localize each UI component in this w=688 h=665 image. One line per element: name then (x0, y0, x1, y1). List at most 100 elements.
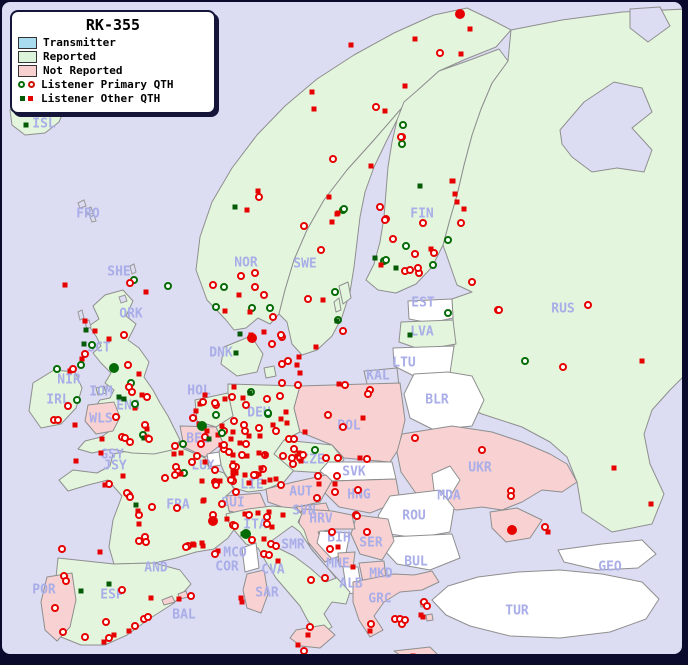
green-square-marker (334, 318, 340, 324)
red-square-marker (255, 510, 261, 516)
red-square-marker (176, 596, 182, 602)
red-square-marker (320, 297, 326, 303)
red-open-circle-marker (381, 216, 389, 224)
red-open-circle-marker (354, 486, 362, 494)
red-square-marker (224, 516, 230, 522)
red-square-marker (230, 473, 236, 479)
red-open-circle-marker (314, 472, 322, 480)
green-square-marker (247, 390, 253, 396)
green-open-circle-marker (402, 242, 410, 250)
green-open-circle-marker (73, 396, 81, 404)
red-open-circle-marker (321, 574, 329, 582)
legend-box: RK-355 Transmitter Reported Not Reported… (10, 10, 216, 114)
red-square-marker (284, 420, 290, 426)
red-square-marker (313, 344, 319, 350)
red-square-marker (402, 83, 408, 89)
red-open-circle-marker (126, 279, 134, 287)
red-open-circle-marker (128, 388, 136, 396)
region-central-italy (269, 525, 337, 583)
green-open-circle-marker (398, 140, 406, 148)
red-square-marker (228, 436, 234, 442)
red-open-circle-marker (188, 458, 196, 466)
red-square-marker (461, 206, 467, 212)
red-open-circle-marker (331, 488, 339, 496)
island-gotland (338, 281, 352, 305)
red-square-marker (648, 501, 654, 507)
red-open-circle-marker (126, 438, 134, 446)
red-open-circle-marker (229, 462, 237, 470)
red-square-marker (219, 423, 225, 429)
red-filled-circle-marker (455, 9, 465, 19)
red-square-marker (73, 458, 79, 464)
red-square-marker (246, 433, 252, 439)
red-open-circle-marker (225, 448, 233, 456)
red-open-circle-marker (334, 454, 342, 462)
red-open-circle-marker (376, 203, 384, 211)
red-open-circle-marker (81, 633, 89, 641)
green-square-marker (206, 436, 212, 442)
red-open-circle-marker (495, 306, 503, 314)
red-square-marker (92, 328, 98, 334)
red-square-marker (329, 219, 335, 225)
red-square-marker (278, 416, 284, 422)
red-open-circle-marker (255, 193, 263, 201)
legend-row-transmitter: Transmitter (18, 36, 208, 49)
red-open-circle-marker (173, 504, 181, 512)
green-square-marker (83, 327, 89, 333)
red-open-circle-marker (69, 365, 77, 373)
red-square-marker (248, 332, 254, 338)
country-swe (278, 88, 420, 356)
red-open-circle-marker (220, 441, 228, 449)
red-open-circle-marker (559, 363, 567, 371)
red-open-circle-marker (118, 586, 126, 594)
red-open-circle-marker (317, 246, 325, 254)
red-square-marker (357, 455, 363, 461)
red-square-marker (454, 199, 460, 205)
green-open-circle-marker (88, 341, 96, 349)
country-dnk (220, 335, 264, 377)
red-square-marker (298, 458, 304, 464)
red-square-marker (309, 89, 315, 95)
green-square-marker (133, 502, 139, 508)
red-square-marker (190, 541, 196, 547)
red-square-marker (200, 543, 206, 549)
red-square-marker (126, 628, 132, 634)
red-square-marker (348, 42, 354, 48)
red-square-marker (111, 632, 117, 638)
red-square-marker (98, 450, 104, 456)
red-open-circle-marker (401, 616, 409, 624)
red-square-marker (296, 354, 302, 360)
red-open-circle-marker (171, 471, 179, 479)
red-open-circle-marker (142, 538, 150, 546)
red-open-circle-marker (397, 133, 405, 141)
red-open-circle-marker (333, 472, 341, 480)
red-open-circle-marker (414, 264, 422, 272)
reported-swatch (18, 50, 37, 63)
region-crimea (489, 507, 543, 543)
red-open-circle-marker (324, 411, 332, 419)
red-square-marker (244, 207, 250, 213)
red-square-marker (233, 470, 239, 476)
red-open-circle-marker (290, 445, 298, 453)
red-open-circle-marker (300, 647, 308, 654)
red-square-marker (275, 558, 281, 564)
red-open-circle-marker (326, 545, 334, 553)
country-blr (403, 371, 485, 431)
green-square-marker (78, 588, 84, 594)
red-square-marker (295, 642, 301, 648)
red-square-marker (336, 381, 342, 387)
red-square-marker (238, 595, 244, 601)
red-square-marker (258, 465, 264, 471)
red-open-circle-marker (265, 551, 273, 559)
island-sardinia (242, 569, 269, 614)
red-square-marker (283, 409, 289, 415)
island-crete (393, 646, 438, 654)
red-square-marker (270, 422, 276, 428)
red-open-circle-marker (131, 622, 139, 630)
red-open-circle-marker (102, 618, 110, 626)
country-svk (319, 461, 397, 482)
red-square-marker (639, 358, 645, 364)
red-open-circle-marker (419, 219, 427, 227)
islands-orkney (118, 294, 128, 304)
